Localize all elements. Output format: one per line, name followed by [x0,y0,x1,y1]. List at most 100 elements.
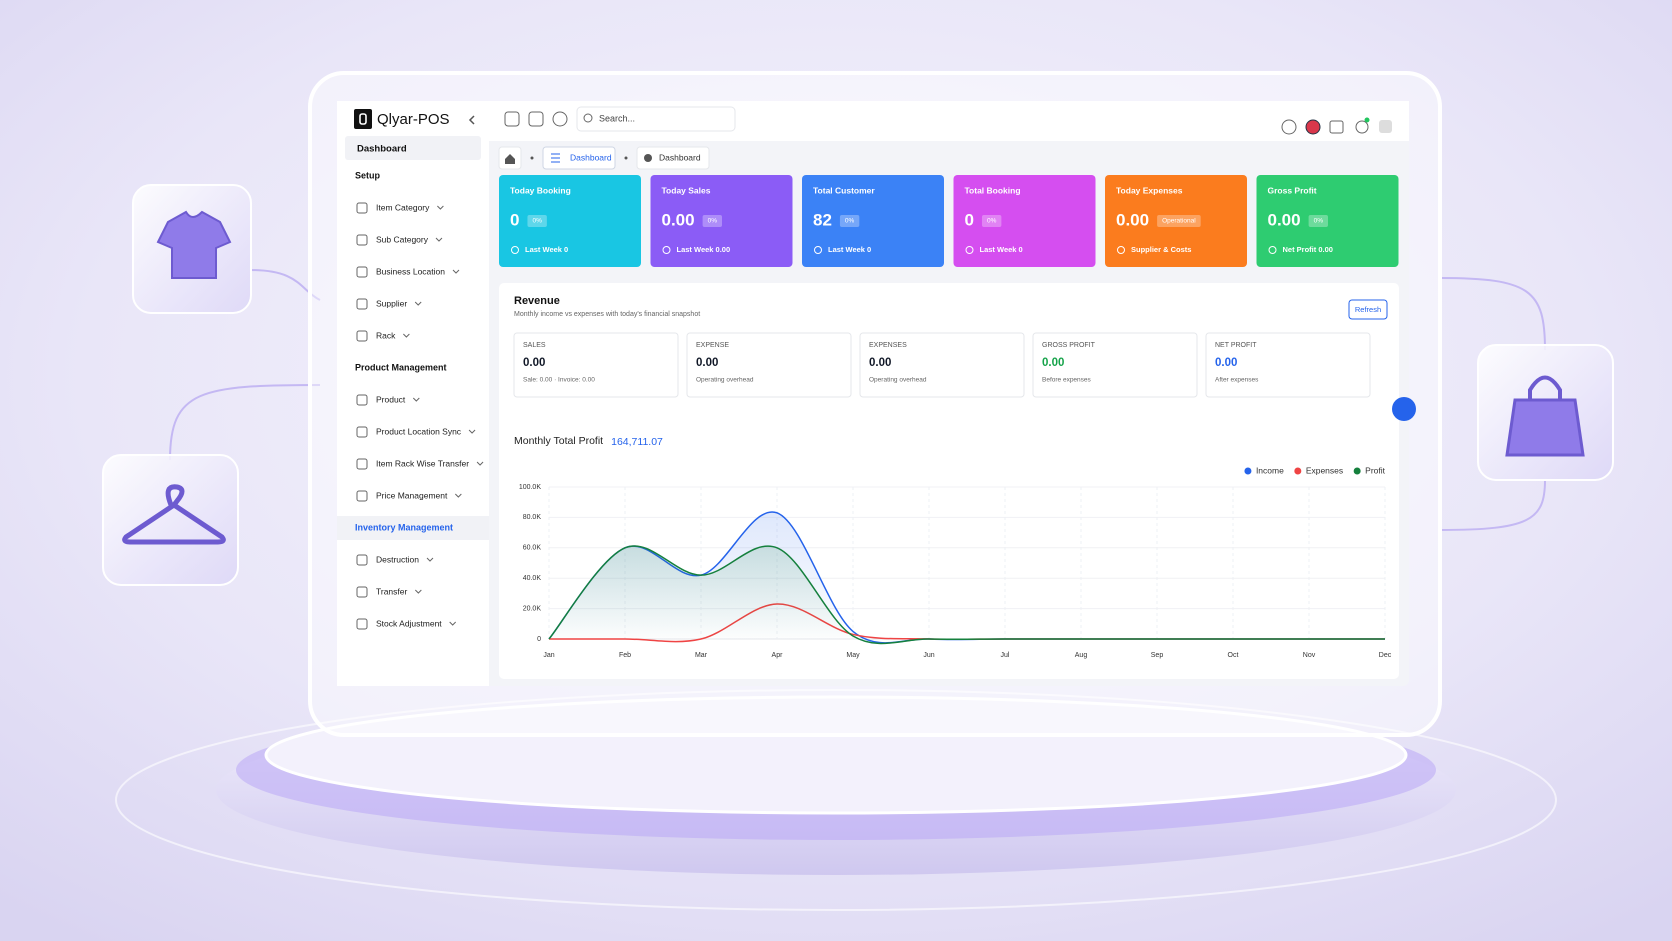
nav-icon [356,202,368,214]
nav-item[interactable]: Destruction [376,554,419,564]
nav-item[interactable]: Price Management [376,490,448,500]
card-value: 0.00 [662,210,695,229]
nav-item[interactable]: Stock Adjustment [376,618,442,628]
crumb[interactable] [542,146,616,170]
float-button[interactable] [1392,397,1416,421]
chevron [437,205,444,210]
x-tick-label: Nov [1303,652,1316,659]
nav-item[interactable]: Sub Category [376,234,429,244]
crumb-label[interactable]: Dashboard [659,152,701,162]
connector [169,384,321,461]
y-tick-label: 60.0K [523,545,542,552]
section-highlight [337,516,489,540]
stat-card[interactable] [1105,175,1247,267]
x-tick-label: Oct [1228,652,1239,659]
stat-card[interactable] [802,175,944,267]
stat-note: Sale: 0.00 · Invoice: 0.00 [523,377,595,384]
line [548,545,1385,645]
stat-label: NET PROFIT [1215,342,1257,349]
nav-item[interactable]: Product [376,394,406,404]
icon[interactable] [552,111,568,127]
search-icon [583,113,593,123]
nav-item[interactable]: Dashboard [357,144,407,155]
card-title: Total Booking [965,185,1021,195]
stat-label: SALES [523,342,546,349]
connector [249,269,321,301]
legend-swatch [1244,467,1252,475]
total-label: Monthly Total Profit [514,435,603,447]
nav-item[interactable]: Transfer [376,586,408,596]
card-title: Today Booking [510,185,571,195]
stat-label: EXPENSES [869,342,907,349]
crumb-label[interactable]: Dashboard [570,152,612,162]
chevron [476,461,484,466]
section-title[interactable]: Product Management [355,362,447,372]
x-tick-label: Jan [543,652,554,659]
sep [530,156,534,160]
crumb-icon [551,153,560,163]
nav-item[interactable]: Business Location [376,266,445,276]
hanger-tile [102,454,239,586]
x-tick-label: Mar [695,652,708,659]
chevron [452,269,460,274]
card-title: Total Customer [813,185,875,195]
stat-card[interactable] [953,175,1096,267]
card-badge [1157,215,1201,227]
section-title[interactable]: Setup [355,170,381,180]
card-badge-label: 0% [1314,218,1324,225]
icon[interactable] [504,111,520,127]
card-footer-icon [1117,246,1125,254]
search-placeholder: Search... [599,113,635,123]
icon[interactable] [1281,119,1297,135]
stat-note: Operating overhead [696,377,754,384]
stat-value: 0.00 [1042,357,1064,369]
nav-item[interactable]: Item Rack Wise Transfer [376,458,469,468]
stat-value: 0.00 [696,357,718,369]
stat-card[interactable] [499,175,641,267]
area [549,545,1385,644]
nav-item[interactable]: Item Category [376,202,430,212]
y-tick-label: 100.0K [519,484,542,491]
nav-item[interactable]: Rack [376,330,396,340]
brand: Qlyar-POS [377,111,450,128]
y-tick-label: 20.0K [523,605,542,612]
icon[interactable] [1329,120,1344,134]
stat-box [1032,332,1198,398]
bell[interactable] [1355,120,1369,134]
active-item[interactable] [345,136,481,160]
card-badge-label: 0% [708,218,718,225]
refresh-button[interactable] [1348,299,1388,320]
nav-item[interactable]: Supplier [376,298,407,308]
search-box[interactable] [576,106,736,132]
connector [1439,479,1546,531]
avatar[interactable] [1379,120,1392,133]
card-footer: Last Week 0.00 [677,245,731,254]
crumb[interactable] [636,146,710,170]
screen: Qlyar-POS Dashboard Search... Dashboard … [337,101,1416,686]
section-title[interactable]: Inventory Management [355,522,453,532]
card-footer-icon [662,246,671,254]
icon[interactable] [528,111,544,127]
stat-card[interactable] [1256,175,1399,267]
nav-item[interactable]: Product Location Sync [376,426,462,436]
chevron [412,397,420,402]
flag[interactable] [1305,119,1321,135]
card-value: 0.00 [1116,210,1149,229]
card-badge-label: 0% [987,218,997,225]
refresh-label[interactable]: Refresh [1355,305,1381,314]
card-footer-icon [1268,246,1277,254]
sep [624,156,628,160]
stat-box [686,332,852,398]
collapse[interactable] [468,115,475,125]
stat-card[interactable] [650,175,793,267]
nav-icon [356,490,368,502]
dot [1364,117,1370,123]
revenue-subtitle: Monthly income vs expenses with today's … [514,311,700,318]
legend-label: Income [1256,465,1284,475]
card-badge-label: 0% [532,218,542,225]
nav-icon [356,554,368,566]
legend-label: Expenses [1306,465,1343,475]
nav-icon [356,330,368,342]
card-value: 82 [813,210,832,229]
